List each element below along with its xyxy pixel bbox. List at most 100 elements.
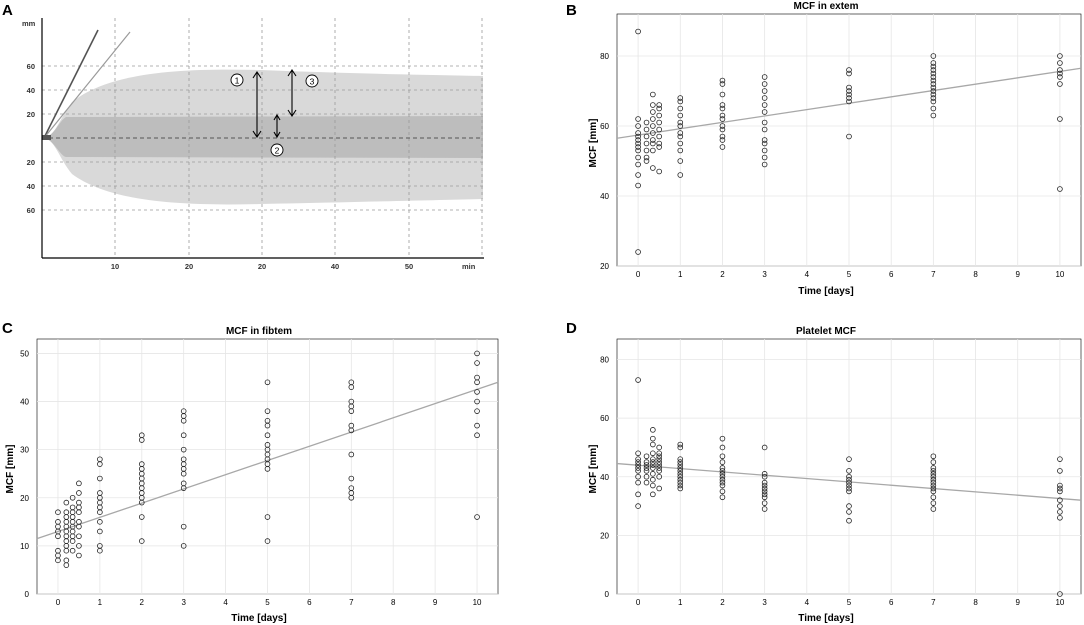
data-point [677,172,684,178]
data-point [635,503,641,509]
data-point [719,468,726,474]
data-point [656,144,662,150]
data-point [69,519,76,525]
data-point [761,506,768,512]
x-axis-label: Time [days] [798,613,853,624]
data-point [650,435,656,442]
data-point [643,473,650,480]
data-point [650,471,656,477]
panel-a-xtick: 10 [111,262,119,271]
x-tick-label: 6 [889,270,894,279]
data-point [69,504,76,511]
data-point [69,514,76,520]
x-tick-label: 6 [889,598,894,607]
x-tick-label: 9 [1016,598,1021,607]
data-point [677,476,684,483]
callout-3-label: 3 [310,77,315,87]
data-point [677,119,684,126]
data-point [348,494,355,501]
data-point [656,102,662,108]
data-point [719,473,726,480]
data-point [846,95,852,101]
data-point [656,112,662,119]
data-point [635,147,641,154]
data-point [656,465,662,471]
data-point [719,494,726,501]
fit-line [616,67,1082,139]
data-point [677,112,684,119]
y-tick-label: 50 [20,349,29,358]
data-point [264,432,271,439]
data-point [650,116,656,122]
data-point [76,480,82,487]
data-point [76,509,82,516]
data-point [650,137,656,143]
data-point [635,182,641,189]
data-point [69,494,76,501]
data-point [1057,81,1063,87]
y-tick-label: 10 [20,542,29,551]
data-point [719,112,726,119]
y-tick-label: 20 [20,494,29,503]
data-point [180,523,187,530]
data-point [76,523,82,530]
panel-a-xtick: 40 [331,262,339,271]
y-tick-label: 0 [25,590,30,599]
data-point [348,408,355,414]
panel-a-teg-diagram: A mm [2,2,484,271]
data-point [474,389,480,395]
data-point [930,105,937,112]
data-point [846,488,852,495]
data-point [656,133,662,140]
data-point [930,494,937,501]
data-point [474,422,480,429]
data-point [69,533,76,540]
data-point [719,133,726,140]
data-point [677,441,684,448]
data-point [930,77,937,84]
data-point [656,453,662,460]
y-tick-label: 30 [20,446,29,455]
data-point [76,490,82,496]
data-point [1057,509,1063,515]
data-point [264,466,271,472]
data-point [138,538,145,544]
data-point [930,74,937,80]
data-point [719,459,726,465]
data-point [643,453,650,460]
data-point [180,485,187,491]
data-point [474,432,480,439]
data-point [761,494,768,501]
data-point [635,172,641,178]
data-point [635,123,641,129]
data-point [69,528,76,535]
data-point [677,471,684,477]
data-point [635,479,641,486]
data-point [930,67,937,73]
data-point [677,147,684,154]
data-point [650,102,656,108]
data-point [650,123,656,129]
data-point [264,379,271,386]
data-point [63,533,70,540]
chart-title: Platelet MCF [796,326,856,337]
data-point [635,140,641,147]
data-point [930,485,937,492]
data-point [76,552,82,559]
data-point [656,468,662,474]
x-tick-label: 5 [847,598,852,607]
panel-a-origin-marker [42,135,51,140]
data-point [1057,53,1063,59]
panel-a-y-unit: mm [22,19,36,28]
data-point [846,456,852,462]
data-point [677,95,684,101]
data-point [1057,74,1063,80]
data-point [63,562,70,568]
data-point [635,473,641,480]
data-point [635,116,641,122]
data-point [656,126,662,133]
data-point [677,123,684,129]
data-point [76,519,82,525]
data-point [761,161,768,168]
data-point [643,154,650,161]
